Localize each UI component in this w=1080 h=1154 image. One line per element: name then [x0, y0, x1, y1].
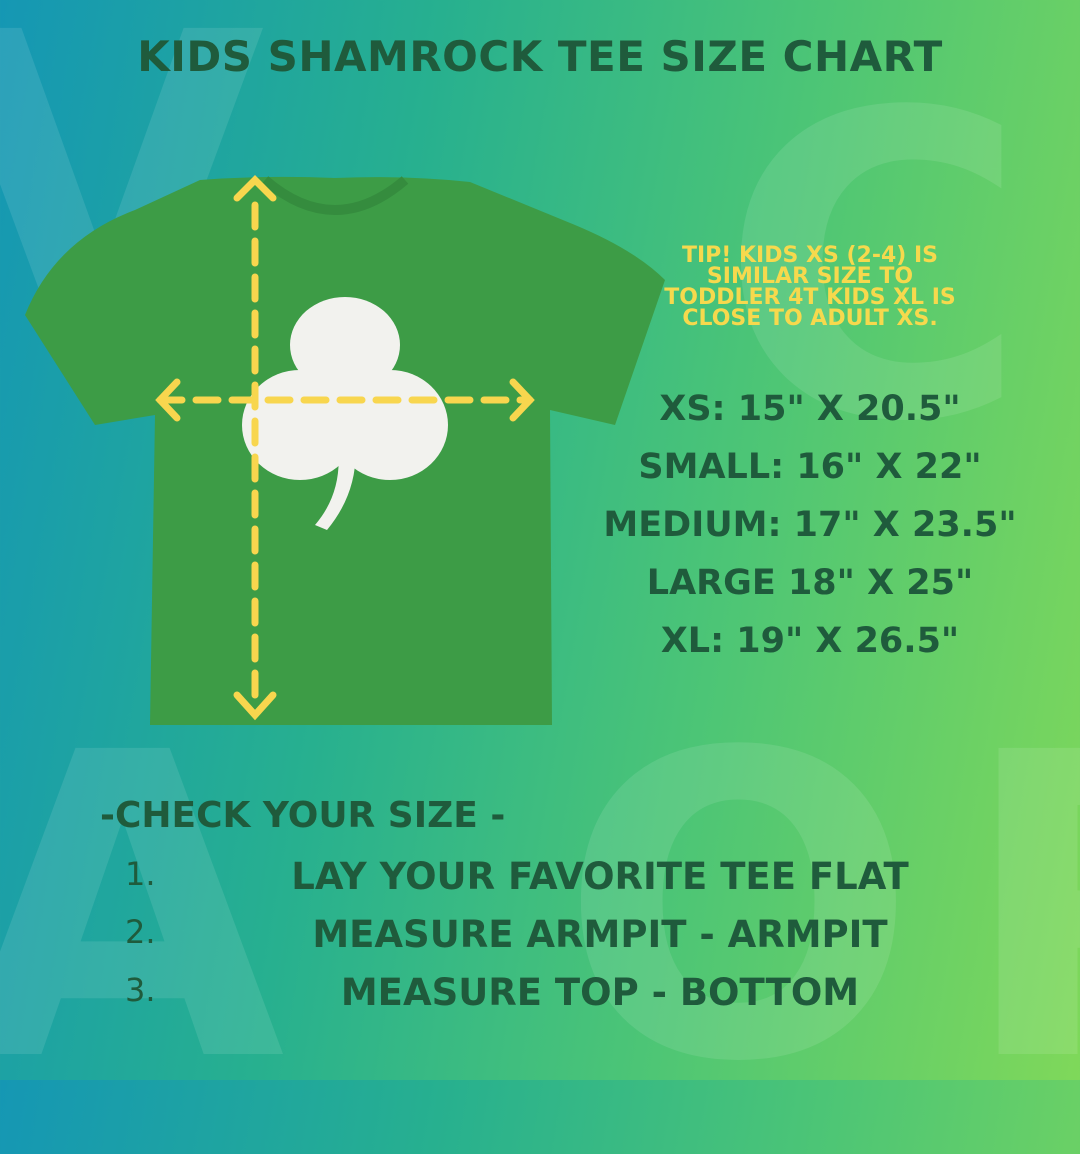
- check-size-heading: -CHECK YOUR SIZE -: [100, 795, 506, 836]
- watermark-letter: A: [0, 665, 286, 1154]
- tip-text: TIP! KIDS XS (2-4) IS SIMILAR SIZE TO TO…: [664, 243, 956, 331]
- step-item: 2. MEASURE ARMPIT - ARMPIT: [0, 913, 1080, 971]
- watermark-letter: C: [720, 25, 1029, 514]
- watermark-letter: O: [560, 665, 918, 1154]
- step-number: 1.: [125, 855, 156, 893]
- step-number: 2.: [125, 913, 156, 951]
- measure-arrows: [155, 175, 535, 721]
- steps-list: 1. LAY YOUR FAVORITE TEE FLAT 2. MEASURE A…: [0, 855, 1080, 1029]
- step-text: LAY YOUR FAVORITE TEE FLAT: [291, 855, 909, 898]
- size-list: XS: 15" X 20.5" SMALL: 16" X 22" MEDIUM:…: [590, 380, 1030, 670]
- size-xs: XS: 15" X 20.5": [659, 389, 961, 429]
- step-text: MEASURE ARMPIT - ARMPIT: [312, 913, 888, 956]
- page-title: KIDS SHAMROCK TEE SIZE CHART: [137, 32, 943, 81]
- step-text: MEASURE TOP - BOTTOM: [340, 971, 860, 1014]
- step-item: 3. MEASURE TOP - BOTTOM: [0, 971, 1080, 1029]
- size-large: LARGE 18" X 25": [646, 563, 974, 603]
- step-item: 1. LAY YOUR FAVORITE TEE FLAT: [0, 855, 1080, 913]
- tshirt-image: [25, 175, 665, 725]
- size-small: SMALL: 16" X 22": [638, 447, 982, 487]
- size-xl: XL: 19" X 26.5": [660, 621, 960, 661]
- step-number: 3.: [125, 971, 156, 1009]
- size-medium: MEDIUM: 17" X 23.5": [603, 505, 1017, 545]
- watermark-letter: P: [960, 700, 1080, 1120]
